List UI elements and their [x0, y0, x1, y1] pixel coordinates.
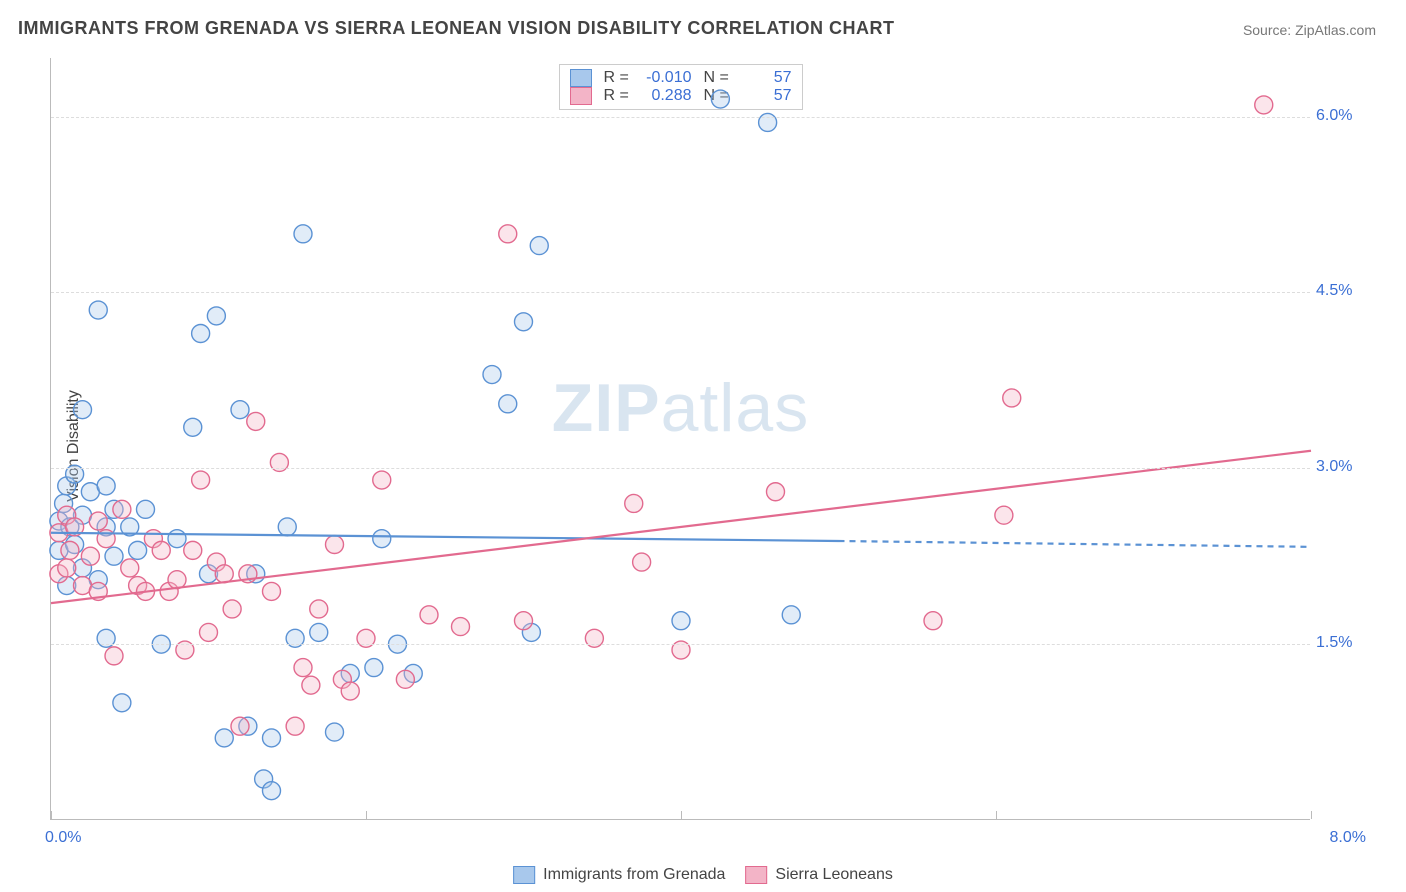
scatter-point [294, 225, 312, 243]
scatter-point [184, 418, 202, 436]
scatter-point [1255, 96, 1273, 114]
y-tick-label: 1.5% [1316, 634, 1366, 652]
scatter-point [373, 530, 391, 548]
gridline [51, 292, 1310, 293]
legend-series: Immigrants from Grenada Sierra Leoneans [513, 866, 893, 884]
scatter-point [294, 659, 312, 677]
scatter-point [326, 723, 344, 741]
source-credit: Source: ZipAtlas.com [1243, 22, 1376, 38]
gridline [51, 644, 1310, 645]
scatter-point [223, 600, 241, 618]
scatter-point [924, 612, 942, 630]
scatter-point [633, 553, 651, 571]
x-tick-mark [996, 811, 997, 819]
scatter-point [483, 366, 501, 384]
scatter-point [215, 565, 233, 583]
scatter-point [515, 313, 533, 331]
scatter-point [452, 618, 470, 636]
gridline [51, 468, 1310, 469]
y-tick-label: 6.0% [1316, 107, 1366, 125]
x-tick-label-right: 8.0% [1330, 829, 1366, 847]
scatter-point [302, 676, 320, 694]
scatter-plot-svg [51, 58, 1310, 819]
scatter-point [499, 395, 517, 413]
x-tick-mark [1311, 811, 1312, 819]
scatter-point [247, 412, 265, 430]
scatter-point [74, 401, 92, 419]
swatch-sierra [745, 866, 767, 884]
scatter-point [278, 518, 296, 536]
scatter-point [995, 506, 1013, 524]
scatter-point [89, 301, 107, 319]
source-label: Source: [1243, 22, 1295, 38]
chart-title: IMMIGRANTS FROM GRENADA VS SIERRA LEONEA… [18, 18, 895, 39]
scatter-point [121, 559, 139, 577]
x-tick-mark [51, 811, 52, 819]
scatter-point [113, 500, 131, 518]
scatter-point [137, 500, 155, 518]
scatter-point [192, 324, 210, 342]
scatter-point [61, 541, 79, 559]
scatter-point [105, 647, 123, 665]
scatter-point [365, 659, 383, 677]
y-tick-label: 3.0% [1316, 458, 1366, 476]
scatter-point [152, 541, 170, 559]
scatter-point [263, 729, 281, 747]
x-tick-label-left: 0.0% [45, 829, 81, 847]
scatter-point [207, 307, 225, 325]
scatter-point [396, 670, 414, 688]
source-link[interactable]: ZipAtlas.com [1295, 22, 1376, 38]
legend-item-grenada: Immigrants from Grenada [513, 866, 725, 884]
trend-line [51, 451, 1311, 603]
scatter-point [113, 694, 131, 712]
scatter-point [192, 471, 210, 489]
legend-item-sierra: Sierra Leoneans [745, 866, 892, 884]
scatter-point [58, 559, 76, 577]
scatter-point [341, 682, 359, 700]
scatter-point [310, 600, 328, 618]
legend-label-grenada: Immigrants from Grenada [543, 866, 725, 884]
scatter-point [231, 401, 249, 419]
x-tick-mark [366, 811, 367, 819]
scatter-point [184, 541, 202, 559]
scatter-point [530, 237, 548, 255]
gridline [51, 117, 1310, 118]
x-tick-mark [681, 811, 682, 819]
scatter-point [81, 547, 99, 565]
scatter-point [782, 606, 800, 624]
y-tick-label: 4.5% [1316, 282, 1366, 300]
scatter-point [515, 612, 533, 630]
scatter-point [97, 477, 115, 495]
scatter-point [499, 225, 517, 243]
scatter-point [105, 547, 123, 565]
scatter-point [767, 483, 785, 501]
plot-area: ZIPatlas R = -0.010 N = 57 R = 0.288 N =… [50, 58, 1310, 820]
scatter-point [672, 612, 690, 630]
scatter-point [263, 782, 281, 800]
scatter-point [231, 717, 249, 735]
scatter-point [263, 582, 281, 600]
scatter-point [326, 536, 344, 554]
scatter-point [168, 571, 186, 589]
scatter-point [310, 623, 328, 641]
scatter-point [215, 729, 233, 747]
trend-line-extrapolated [839, 541, 1312, 547]
swatch-grenada [513, 866, 535, 884]
scatter-point [420, 606, 438, 624]
scatter-point [625, 494, 643, 512]
scatter-point [89, 512, 107, 530]
scatter-point [286, 717, 304, 735]
legend-label-sierra: Sierra Leoneans [775, 866, 892, 884]
scatter-point [1003, 389, 1021, 407]
scatter-point [200, 623, 218, 641]
scatter-point [373, 471, 391, 489]
scatter-point [711, 90, 729, 108]
scatter-point [168, 530, 186, 548]
scatter-point [129, 541, 147, 559]
